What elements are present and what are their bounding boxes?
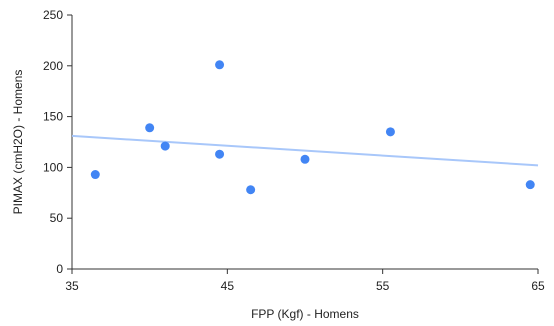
data-point: [525, 180, 535, 190]
x-tick-label: 45: [221, 279, 235, 293]
x-tick-label: 55: [376, 279, 390, 293]
data-point: [145, 123, 155, 133]
trendline: [71, 134, 539, 167]
data-point: [385, 127, 395, 137]
x-axis-ticks: 35 45 55 65: [65, 269, 545, 293]
data-point: [90, 170, 100, 180]
data-points: [90, 60, 535, 195]
x-tick-label: 65: [531, 279, 545, 293]
x-tick-label: 35: [65, 279, 79, 293]
data-point: [300, 154, 310, 164]
x-axis-title: FPP (Kgf) - Homens: [251, 307, 359, 321]
y-axis-title: PIMAX (cmH2O) - Homens: [11, 70, 25, 215]
y-axis-ticks: 0 50 100 150 200 250: [43, 8, 72, 276]
y-tick-label: 0: [56, 262, 63, 276]
y-tick-label: 200: [43, 59, 63, 73]
y-tick-label: 100: [43, 160, 63, 174]
data-point: [215, 149, 225, 159]
y-tick-label: 150: [43, 110, 63, 124]
data-point: [246, 185, 256, 195]
data-point: [160, 141, 170, 151]
y-tick-label: 250: [43, 8, 63, 22]
y-tick-label: 50: [50, 211, 64, 225]
data-point: [215, 60, 225, 70]
